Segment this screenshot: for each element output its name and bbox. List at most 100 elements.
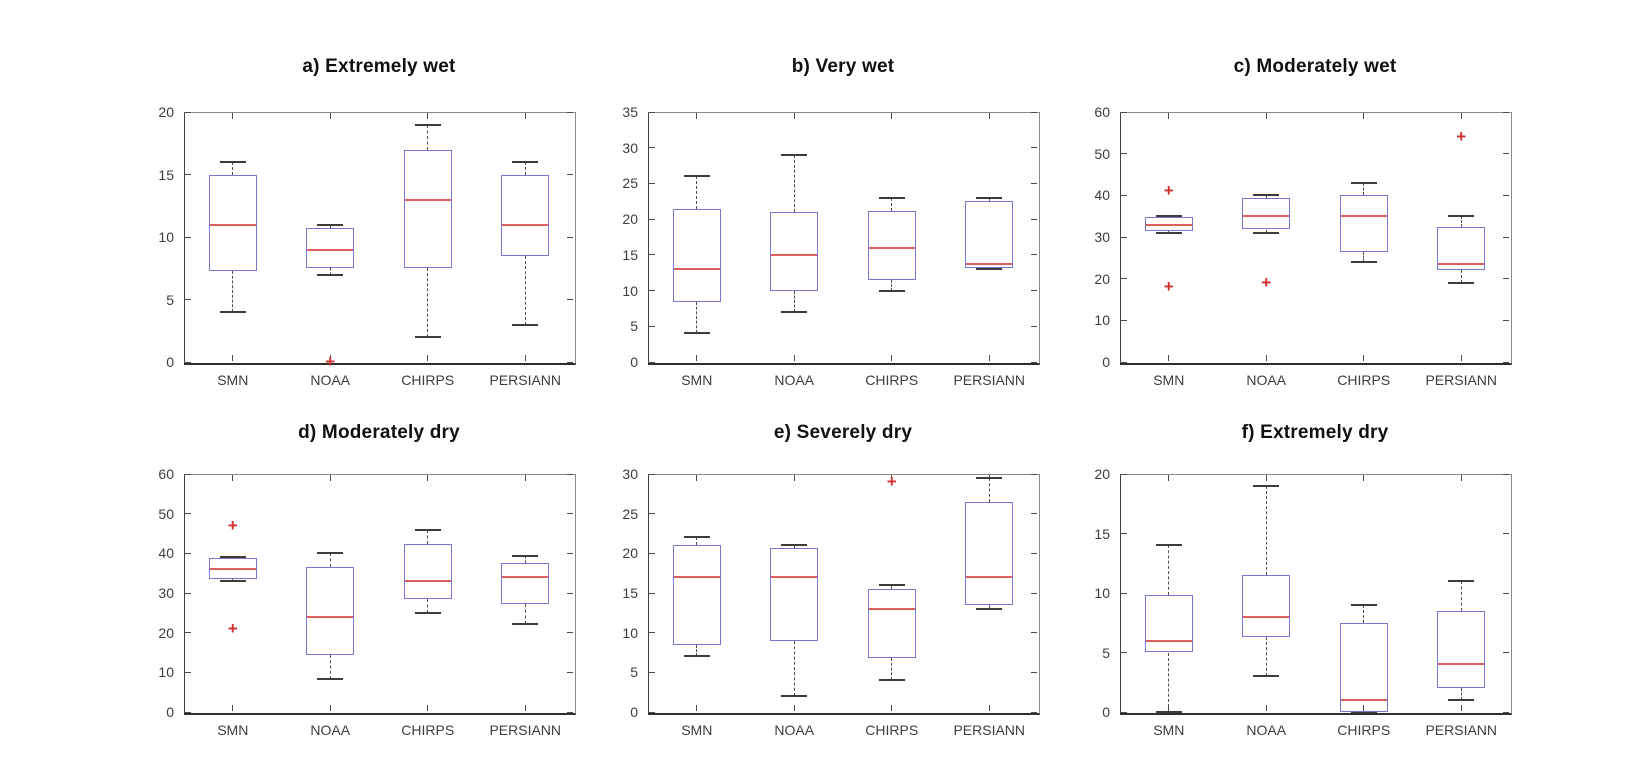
- whisker-cap-upper: [976, 476, 1003, 479]
- whisker-cap-lower: [1155, 711, 1182, 713]
- y-tick-mark: [185, 671, 191, 673]
- y-tick-mark-right: [1031, 473, 1037, 475]
- y-tick-mark-right: [1503, 194, 1509, 196]
- outlier-marker: +: [1456, 126, 1467, 146]
- y-tick-label: 5: [630, 664, 638, 681]
- x-tick-mark: [524, 705, 526, 711]
- whisker-lower: [891, 279, 893, 291]
- y-tick-label: 20: [158, 104, 174, 120]
- x-tick-label: NOAA: [1246, 372, 1287, 388]
- box: [501, 174, 550, 256]
- median-line: [1438, 263, 1485, 266]
- whisker-cap-lower: [781, 311, 808, 313]
- x-tick-label: SMN: [1153, 722, 1185, 738]
- plot-frame: [184, 474, 576, 715]
- x-tick-label: CHIRPS: [401, 722, 455, 738]
- whisker-upper: [1168, 545, 1170, 596]
- x-tick-mark: [329, 355, 331, 361]
- whisker-cap-upper: [512, 161, 539, 163]
- y-tick-mark: [1121, 711, 1127, 713]
- x-tick-mark: [1460, 705, 1462, 711]
- y-tick-mark-right: [1031, 254, 1037, 256]
- median-line: [966, 263, 1013, 266]
- y-tick-mark: [185, 632, 191, 634]
- whisker-upper: [793, 545, 795, 548]
- median-line: [209, 568, 256, 571]
- y-tick-mark: [185, 174, 191, 175]
- whisker-upper: [329, 224, 331, 229]
- y-tick-mark-right: [1503, 473, 1509, 475]
- x-tick-mark-top: [793, 113, 795, 119]
- box: [1339, 622, 1388, 712]
- x-tick-label: NOAA: [310, 722, 351, 738]
- y-tick-mark: [1121, 361, 1127, 363]
- y-tick-mark-right: [1031, 147, 1037, 149]
- x-tick-label: CHIRPS: [401, 372, 455, 388]
- whisker-upper: [1460, 216, 1462, 227]
- whisker-cap-upper: [1155, 215, 1182, 218]
- y-tick-mark-right: [1503, 278, 1509, 280]
- median-line: [868, 246, 915, 249]
- y-tick-mark: [1121, 278, 1127, 280]
- whisker-cap-lower: [1448, 699, 1475, 702]
- whisker-lower: [1460, 688, 1462, 701]
- y-tick-label: 10: [158, 229, 174, 245]
- box: [208, 558, 257, 579]
- whisker-lower: [696, 302, 698, 334]
- whisker-upper: [427, 529, 429, 545]
- y-tick-mark-right: [567, 111, 573, 113]
- y-tick-mark-right: [1503, 592, 1509, 594]
- whisker-cap-lower: [683, 332, 710, 335]
- whisker-lower: [793, 640, 795, 697]
- whisker-cap-upper: [219, 161, 246, 163]
- y-tick-label: 20: [622, 545, 638, 562]
- whisker-cap-upper: [317, 552, 344, 555]
- y-tick-mark-right: [1031, 513, 1037, 515]
- x-tick-mark-top: [891, 475, 893, 481]
- box: [1242, 575, 1291, 638]
- x-tick-label: SMN: [217, 722, 249, 738]
- box: [208, 174, 257, 271]
- plot-frame: [1120, 112, 1512, 365]
- y-tick-mark: [185, 552, 191, 554]
- x-tick-mark-top: [329, 475, 331, 481]
- y-tick-mark: [649, 218, 655, 220]
- box: [1339, 195, 1388, 252]
- median-line: [307, 615, 354, 618]
- y-tick-mark-right: [1503, 111, 1509, 113]
- whisker-upper: [891, 585, 893, 590]
- whisker-upper: [1265, 485, 1267, 576]
- outlier-marker: +: [325, 351, 336, 371]
- whisker-cap-lower: [512, 622, 539, 625]
- whisker-lower: [1460, 270, 1462, 283]
- y-tick-label: 15: [158, 166, 174, 183]
- y-tick-mark-right: [1031, 290, 1037, 292]
- whisker-cap-upper: [781, 544, 808, 547]
- median-line: [502, 223, 549, 226]
- whisker-cap-upper: [683, 175, 710, 178]
- x-tick-label: SMN: [217, 372, 249, 388]
- whisker-upper: [1363, 182, 1365, 196]
- whisker-lower: [232, 270, 234, 312]
- x-tick-label: SMN: [681, 372, 713, 388]
- y-tick-label: 50: [1094, 145, 1110, 162]
- subplot-title: c) Moderately wet: [1233, 56, 1397, 77]
- y-tick-label: 60: [158, 466, 174, 482]
- median-line: [673, 268, 720, 271]
- y-tick-label: 35: [622, 104, 638, 120]
- x-tick-label: PERSIANN: [489, 722, 562, 738]
- x-tick-label: CHIRPS: [865, 372, 919, 388]
- x-tick-mark: [232, 355, 234, 361]
- y-tick-mark-right: [1503, 153, 1509, 155]
- y-tick-mark: [649, 552, 655, 554]
- box: [501, 563, 550, 605]
- y-tick-label: 20: [622, 211, 638, 228]
- plot-frame: [648, 474, 1040, 715]
- y-tick-mark: [185, 361, 191, 363]
- y-tick-label: 25: [622, 175, 638, 192]
- y-tick-label: 5: [1102, 644, 1110, 661]
- x-tick-mark-top: [696, 113, 698, 119]
- whisker-lower: [427, 268, 429, 337]
- x-tick-mark-top: [1168, 475, 1170, 481]
- whisker-lower: [232, 578, 234, 582]
